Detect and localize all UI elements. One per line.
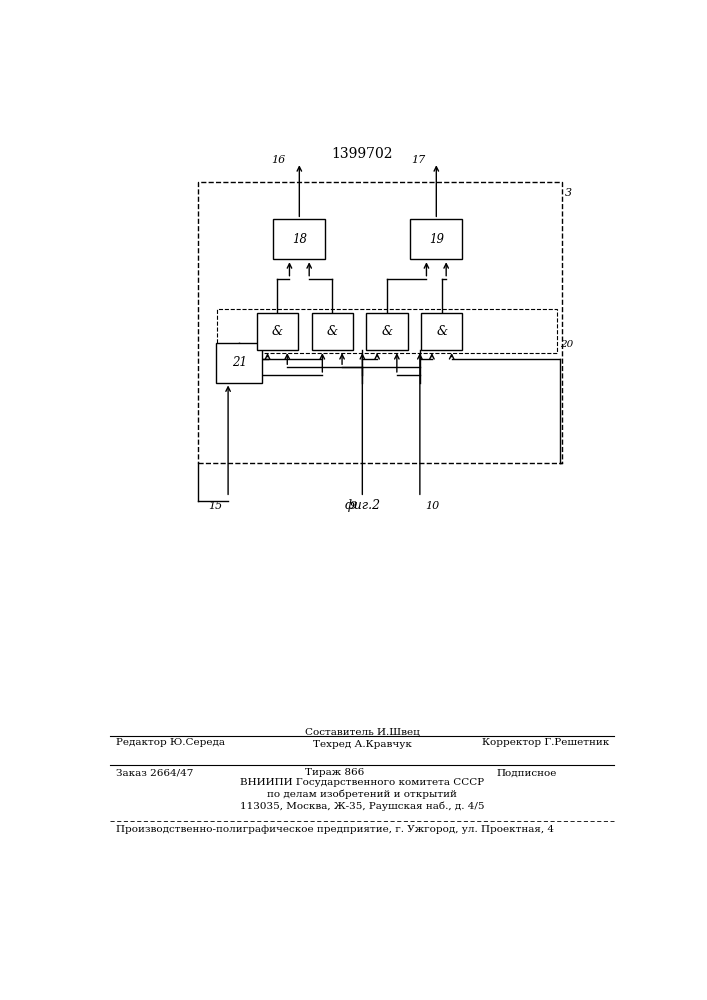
Text: Корректор Г.Решетник: Корректор Г.Решетник: [481, 738, 609, 747]
Bar: [198, 182, 562, 463]
Text: ВНИИПИ Государственного комитета СССР: ВНИИПИ Государственного комитета СССР: [240, 778, 484, 787]
Text: 18: 18: [292, 233, 307, 246]
Text: 15: 15: [209, 501, 223, 511]
Text: Производственно-полиграфическое предприятие, г. Ужгород, ул. Проектная, 4: Производственно-полиграфическое предприя…: [116, 825, 554, 834]
Text: 9: 9: [350, 501, 357, 511]
Text: 19: 19: [429, 233, 444, 246]
Text: Редактор Ю.Середа: Редактор Ю.Середа: [116, 738, 225, 747]
Text: Подписное: Подписное: [496, 768, 557, 777]
Text: 113035, Москва, Ж-35, Раушская наб., д. 4/5: 113035, Москва, Ж-35, Раушская наб., д. …: [240, 801, 484, 811]
Text: Техред А.Кравчук: Техред А.Кравчук: [313, 740, 411, 749]
Bar: [312, 313, 353, 350]
Bar: [421, 313, 462, 350]
Text: &: &: [382, 325, 392, 338]
Text: &: &: [436, 325, 448, 338]
Text: фиг.2: фиг.2: [344, 499, 380, 512]
Bar: [366, 313, 407, 350]
Text: Составитель И.Швец: Составитель И.Швец: [305, 727, 420, 736]
Text: Тираж 866: Тираж 866: [305, 768, 365, 777]
Bar: [217, 309, 557, 353]
Bar: [257, 313, 298, 350]
Text: 16: 16: [271, 155, 286, 165]
Bar: [216, 343, 262, 383]
Bar: [410, 219, 462, 259]
Text: 20: 20: [560, 340, 573, 349]
Text: 17: 17: [411, 155, 426, 165]
Text: 3: 3: [565, 188, 572, 198]
Text: 21: 21: [232, 356, 247, 369]
Text: &: &: [327, 325, 338, 338]
Text: 10: 10: [426, 501, 440, 511]
Text: по делам изобретений и открытий: по делам изобретений и открытий: [267, 790, 457, 799]
Text: Заказ 2664/47: Заказ 2664/47: [116, 768, 193, 777]
Text: &: &: [272, 325, 283, 338]
Text: 1399702: 1399702: [332, 147, 393, 161]
Bar: [274, 219, 325, 259]
